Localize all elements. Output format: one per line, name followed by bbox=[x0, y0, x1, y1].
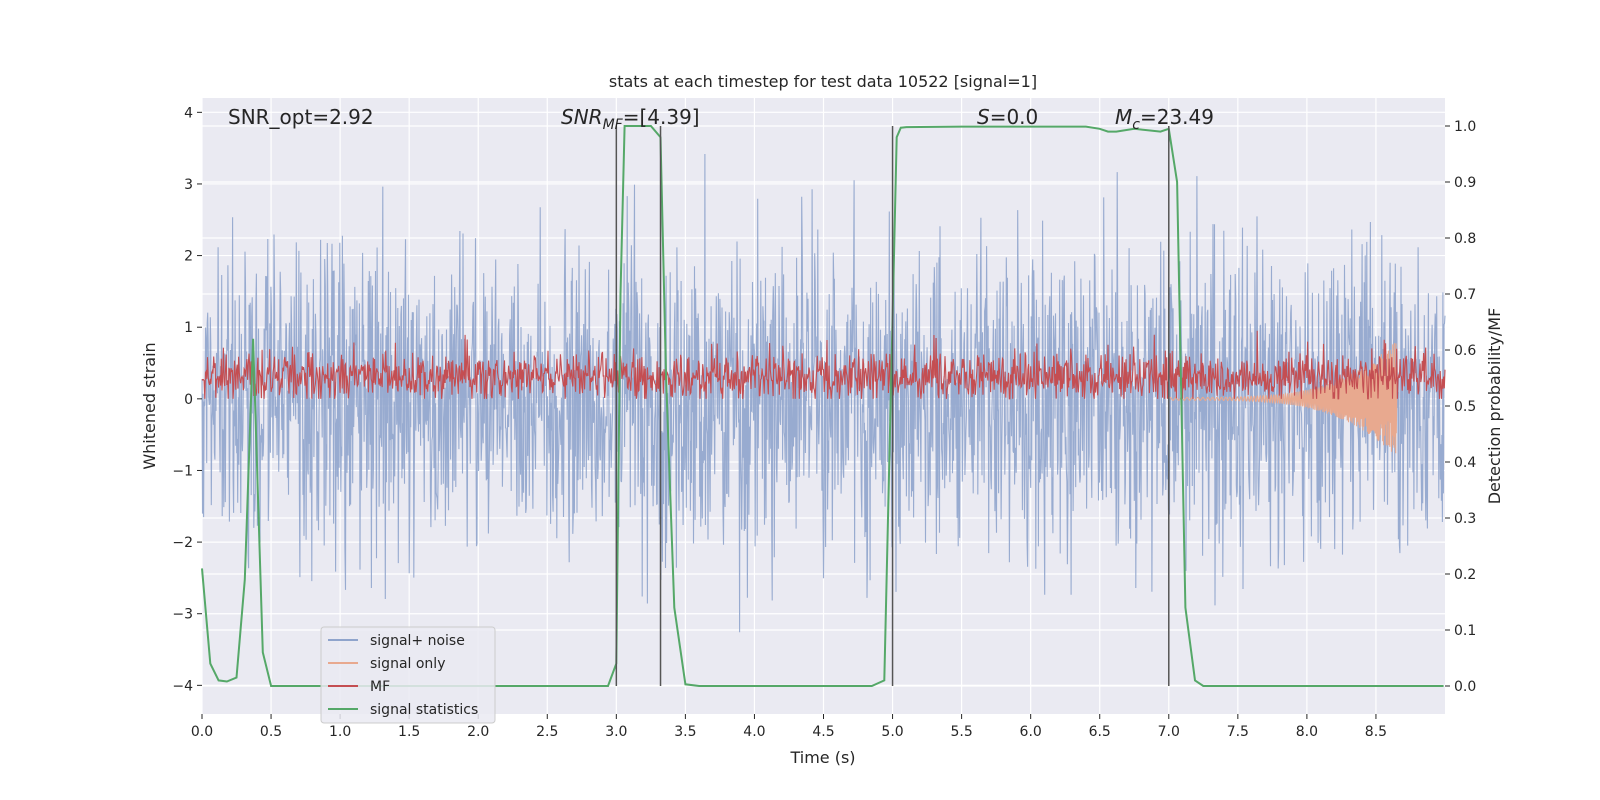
y-right-tick-label: 0.0 bbox=[1454, 679, 1476, 695]
y-axis-label: Whitened strain bbox=[140, 342, 159, 469]
legend-label-signal-only: signal only bbox=[370, 656, 445, 672]
x-tick-label: 8.5 bbox=[1365, 724, 1387, 740]
legend: signal+ noise signal only MF signal stat… bbox=[320, 626, 496, 724]
y-tick-label: −4 bbox=[172, 678, 193, 694]
y-tick-label: 3 bbox=[184, 177, 193, 193]
series-signal-only bbox=[1168, 343, 1398, 454]
y-right-tick-label: 0.4 bbox=[1454, 455, 1476, 471]
annotation-s: S=0.0 bbox=[977, 105, 1038, 129]
y-right-tick-label: 0.9 bbox=[1454, 175, 1476, 191]
x-tick-label: 4.5 bbox=[812, 724, 834, 740]
snr-mf-name: SNR bbox=[561, 105, 603, 129]
s-value: =0.0 bbox=[990, 105, 1039, 129]
y-right-tick-label: 0.1 bbox=[1454, 623, 1476, 639]
annotation-snr-mf: SNRMF=[4.39] bbox=[561, 105, 700, 133]
x-tick-label: 0.0 bbox=[191, 724, 213, 740]
x-tick-label: 3.5 bbox=[674, 724, 696, 740]
y-tick-label: 0 bbox=[184, 392, 193, 408]
annotation-mc: Mc=23.49 bbox=[1115, 105, 1214, 133]
legend-label-signal-noise: signal+ noise bbox=[370, 633, 465, 649]
x-axis-label: Time (s) bbox=[789, 748, 855, 767]
series-mf bbox=[201, 330, 1446, 400]
legend-box bbox=[320, 626, 496, 724]
snr-mf-value: =[4.39] bbox=[623, 105, 700, 129]
x-tick-label: 1.5 bbox=[398, 724, 420, 740]
mc-value: =23.49 bbox=[1140, 105, 1214, 129]
x-tick-label: 4.0 bbox=[743, 724, 765, 740]
y-tick-label: 1 bbox=[184, 320, 193, 336]
x-tick-label: 6.0 bbox=[1020, 724, 1042, 740]
x-tick-label: 7.0 bbox=[1158, 724, 1180, 740]
x-tick-label: 1.0 bbox=[329, 724, 351, 740]
x-tick-label: 6.5 bbox=[1089, 724, 1111, 740]
annotation-snr-opt: SNR_opt=2.92 bbox=[228, 105, 374, 129]
y-axis-right-label: Detection probability/MF bbox=[1485, 308, 1504, 505]
x-tick-label: 5.0 bbox=[881, 724, 903, 740]
y-right-tick-label: 0.6 bbox=[1454, 343, 1476, 359]
s-name: S bbox=[977, 105, 990, 129]
x-tick-label: 3.0 bbox=[605, 724, 627, 740]
y-right-tick-label: 0.5 bbox=[1454, 399, 1476, 415]
mc-name: M bbox=[1115, 105, 1132, 129]
vertical-markers bbox=[615, 126, 1170, 686]
series-signal-noise bbox=[201, 153, 1446, 633]
chart-title: stats at each timestep for test data 105… bbox=[609, 72, 1037, 91]
legend-label-signal-statistics: signal statistics bbox=[370, 702, 478, 718]
y-right-tick-label: 0.8 bbox=[1454, 231, 1476, 247]
axes-ticks: 0.0 0.5 1.0 1.5 2.0 2.5 3.0 3.5 4.0 4.5 5.0 5.5 6.0 6… bbox=[172, 105, 1476, 740]
y-tick-label: −2 bbox=[172, 535, 193, 551]
legend-label-mf: MF bbox=[370, 679, 390, 695]
series-signal-statistics bbox=[201, 125, 1444, 687]
x-tick-label: 8.0 bbox=[1296, 724, 1318, 740]
x-tick-label: 5.5 bbox=[950, 724, 972, 740]
y-tick-label: −3 bbox=[172, 607, 193, 623]
snr-mf-sub: MF bbox=[603, 117, 624, 133]
y-tick-label: 2 bbox=[184, 249, 193, 265]
x-tick-label: 2.0 bbox=[467, 724, 489, 740]
x-tick-label: 0.5 bbox=[260, 724, 282, 740]
y-right-tick-label: 0.3 bbox=[1454, 511, 1476, 527]
y-right-tick-label: 1.0 bbox=[1454, 119, 1476, 135]
x-tick-label: 7.5 bbox=[1227, 724, 1249, 740]
y-right-tick-label: 0.2 bbox=[1454, 567, 1476, 583]
y-tick-label: −1 bbox=[172, 463, 193, 479]
plot-content bbox=[201, 125, 1446, 687]
y-right-tick-label: 0.7 bbox=[1454, 287, 1476, 303]
x-tick-label: 2.5 bbox=[536, 724, 558, 740]
y-tick-label: 4 bbox=[184, 105, 193, 121]
mc-sub: c bbox=[1132, 117, 1140, 133]
